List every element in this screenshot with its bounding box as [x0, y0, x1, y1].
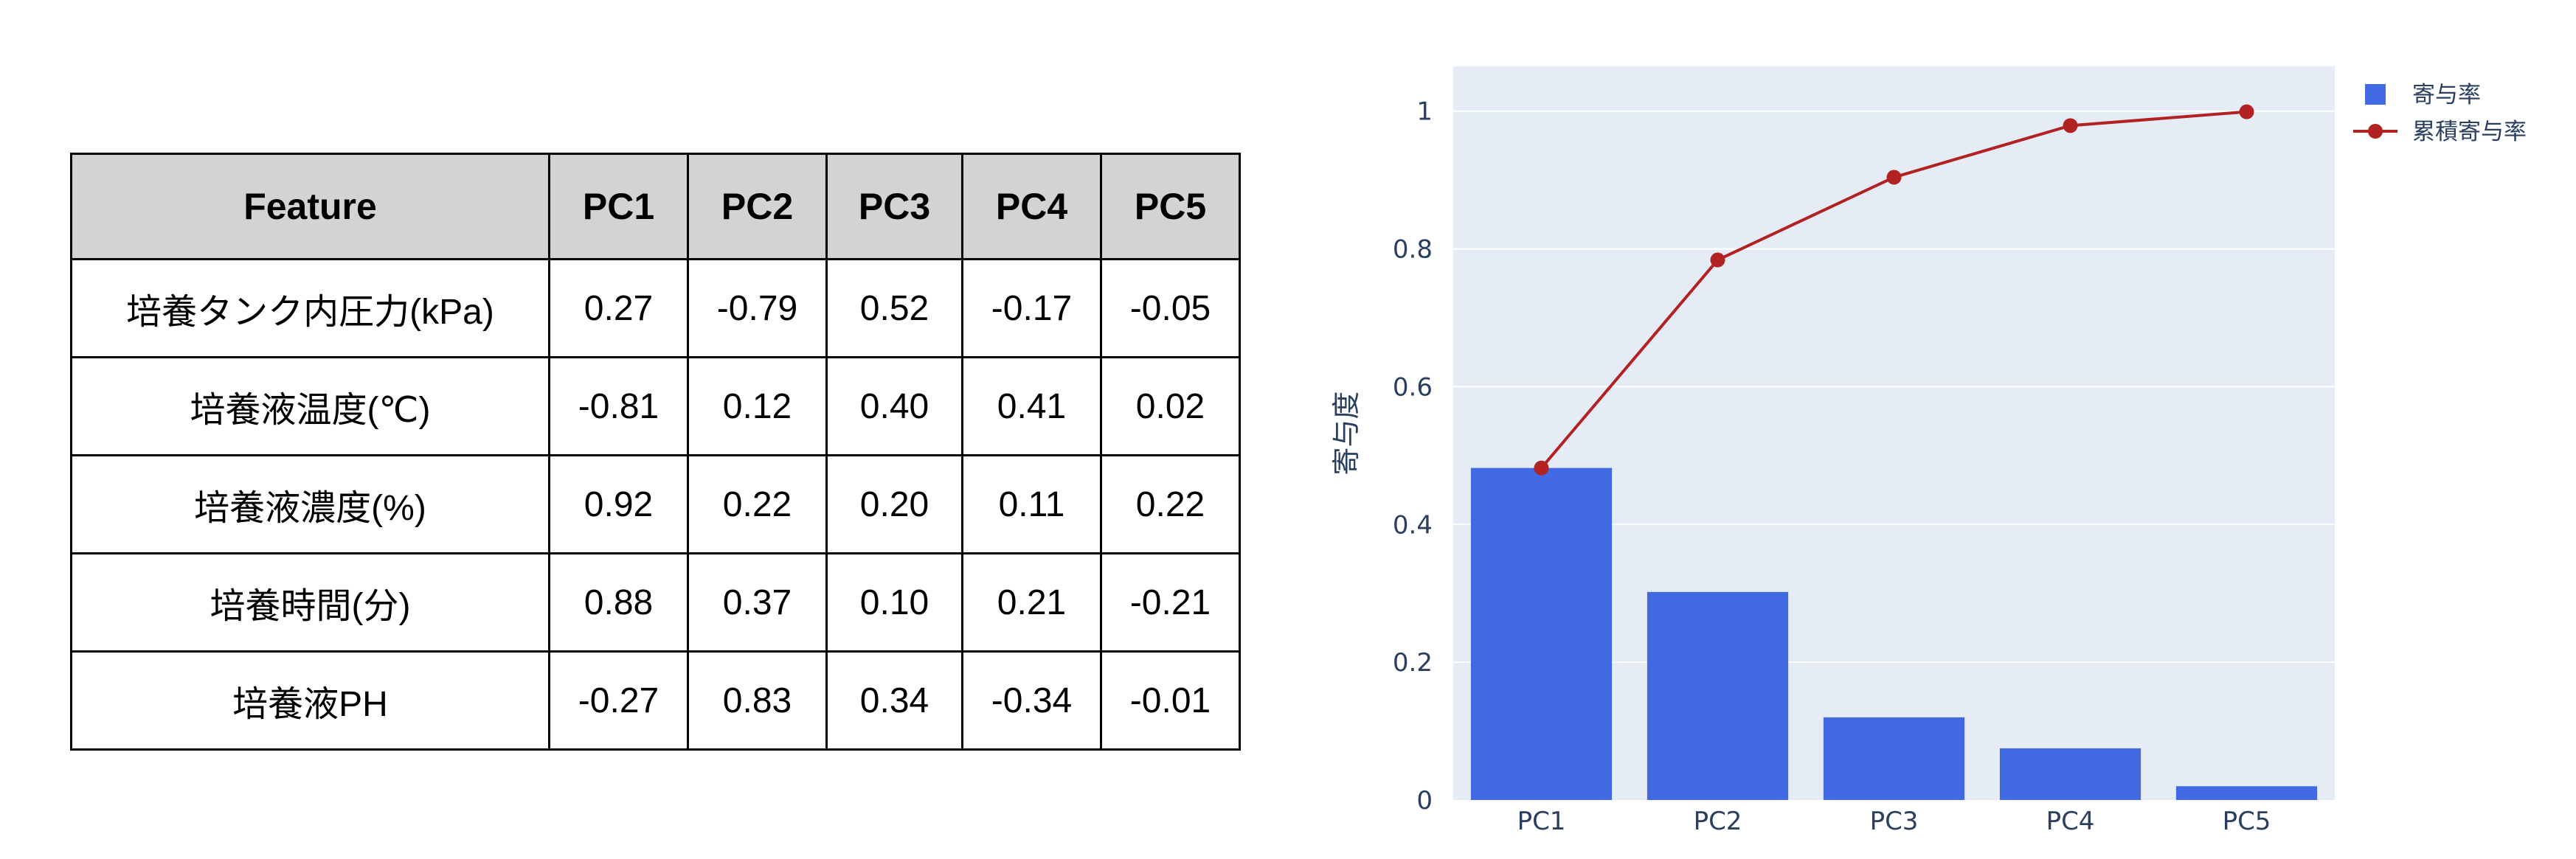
header-pc5: PC5: [1100, 153, 1241, 260]
feature-cell: 培養液温度(℃): [70, 356, 550, 456]
table-header-row: Feature PC1 PC2 PC3 PC4 PC5: [70, 153, 1241, 260]
table-row: 培養液PH -0.27 0.83 0.34 -0.34 -0.01: [70, 650, 1241, 751]
legend-swatch-marker: [2368, 124, 2383, 139]
loading-cell: -0.01: [1100, 650, 1241, 751]
loading-cell: 0.22: [687, 454, 828, 554]
loading-cell: 0.92: [548, 454, 689, 554]
feature-cell: 培養タンク内圧力(kPa): [70, 258, 550, 358]
x-tick-label: PC3: [1870, 807, 1919, 836]
table-row: 培養液濃度(%) 0.92 0.22 0.20 0.11 0.22: [70, 454, 1241, 554]
cumulative-point-pc3: [1886, 170, 1902, 185]
cumulative-point-pc2: [1710, 252, 1725, 268]
y-tick-label: 0: [1416, 786, 1433, 815]
legend-label-bar: 寄与率: [2412, 82, 2481, 108]
y-tick-label: 0.8: [1393, 235, 1433, 265]
table-row: 培養液温度(℃) -0.81 0.12 0.40 0.41 0.02: [70, 356, 1241, 456]
y-tick-label: 0.2: [1393, 648, 1433, 678]
y-tick-label: 0.4: [1393, 510, 1433, 540]
table-row: 培養タンク内圧力(kPa) 0.27 -0.79 0.52 -0.17 -0.0…: [70, 258, 1241, 358]
x-tick-label: PC4: [2046, 807, 2095, 836]
header-feature: Feature: [70, 153, 550, 260]
loading-cell: 0.52: [825, 258, 963, 358]
header-pc1: PC1: [548, 153, 689, 260]
cumulative-point-pc4: [2063, 118, 2078, 133]
bar-pc5: [2175, 786, 2318, 800]
loading-cell: -0.27: [548, 650, 689, 751]
header-pc2: PC2: [687, 153, 828, 260]
table-row: 培養時間(分) 0.88 0.37 0.10 0.21 -0.21: [70, 552, 1241, 653]
feature-cell: 培養時間(分): [70, 552, 550, 653]
loading-cell: 0.37: [687, 552, 828, 653]
legend-swatch-bar: [2365, 84, 2386, 105]
loading-cell: -0.34: [961, 650, 1102, 751]
y-axis-title: 寄与度: [1330, 391, 1363, 475]
loadings-table: Feature PC1 PC2 PC3 PC4 PC5 培養タンク内圧力(kPa…: [70, 153, 1241, 751]
x-tick-label: PC1: [1517, 807, 1566, 836]
x-tick-label: PC2: [1694, 807, 1742, 836]
bar-pc2: [1647, 591, 1789, 800]
loadings-table-container: Feature PC1 PC2 PC3 PC4 PC5 培養タンク内圧力(kPa…: [70, 153, 1241, 751]
contribution-chart: 0 0.2 0.4 0.6 0.8 1 寄与度 PC1 PC2 PC3 PC4 PC5 寄与率累積寄与率: [1313, 29, 2576, 859]
bar-pc4: [1999, 748, 2142, 800]
loading-cell: -0.81: [548, 356, 689, 456]
cumulative-point-pc1: [1534, 460, 1549, 476]
loading-cell: 0.22: [1100, 454, 1241, 554]
loading-cell: 0.40: [825, 356, 963, 456]
loading-cell: 0.21: [961, 552, 1102, 653]
y-tick-label: 1: [1416, 97, 1433, 127]
loading-cell: 0.27: [548, 258, 689, 358]
loading-cell: 0.02: [1100, 356, 1241, 456]
cumulative-point-pc5: [2239, 104, 2254, 119]
bar-pc3: [1823, 717, 1965, 800]
loading-cell: -0.17: [961, 258, 1102, 358]
loading-cell: 0.34: [825, 650, 963, 751]
loading-cell: 0.11: [961, 454, 1102, 554]
loading-cell: -0.05: [1100, 258, 1241, 358]
header-pc4: PC4: [961, 153, 1102, 260]
loading-cell: 0.20: [825, 454, 963, 554]
bar-pc1: [1470, 467, 1613, 800]
feature-cell: 培養液PH: [70, 650, 550, 751]
loading-cell: -0.79: [687, 258, 828, 358]
feature-cell: 培養液濃度(%): [70, 454, 550, 554]
loading-cell: 0.10: [825, 552, 963, 653]
legend-label-line: 累積寄与率: [2412, 119, 2527, 145]
loading-cell: 0.12: [687, 356, 828, 456]
header-pc3: PC3: [825, 153, 963, 260]
loading-cell: 0.41: [961, 356, 1102, 456]
x-tick-label: PC5: [2223, 807, 2271, 836]
loading-cell: 0.88: [548, 552, 689, 653]
y-tick-label: 0.6: [1393, 372, 1433, 402]
loading-cell: -0.21: [1100, 552, 1241, 653]
loading-cell: 0.83: [687, 650, 828, 751]
